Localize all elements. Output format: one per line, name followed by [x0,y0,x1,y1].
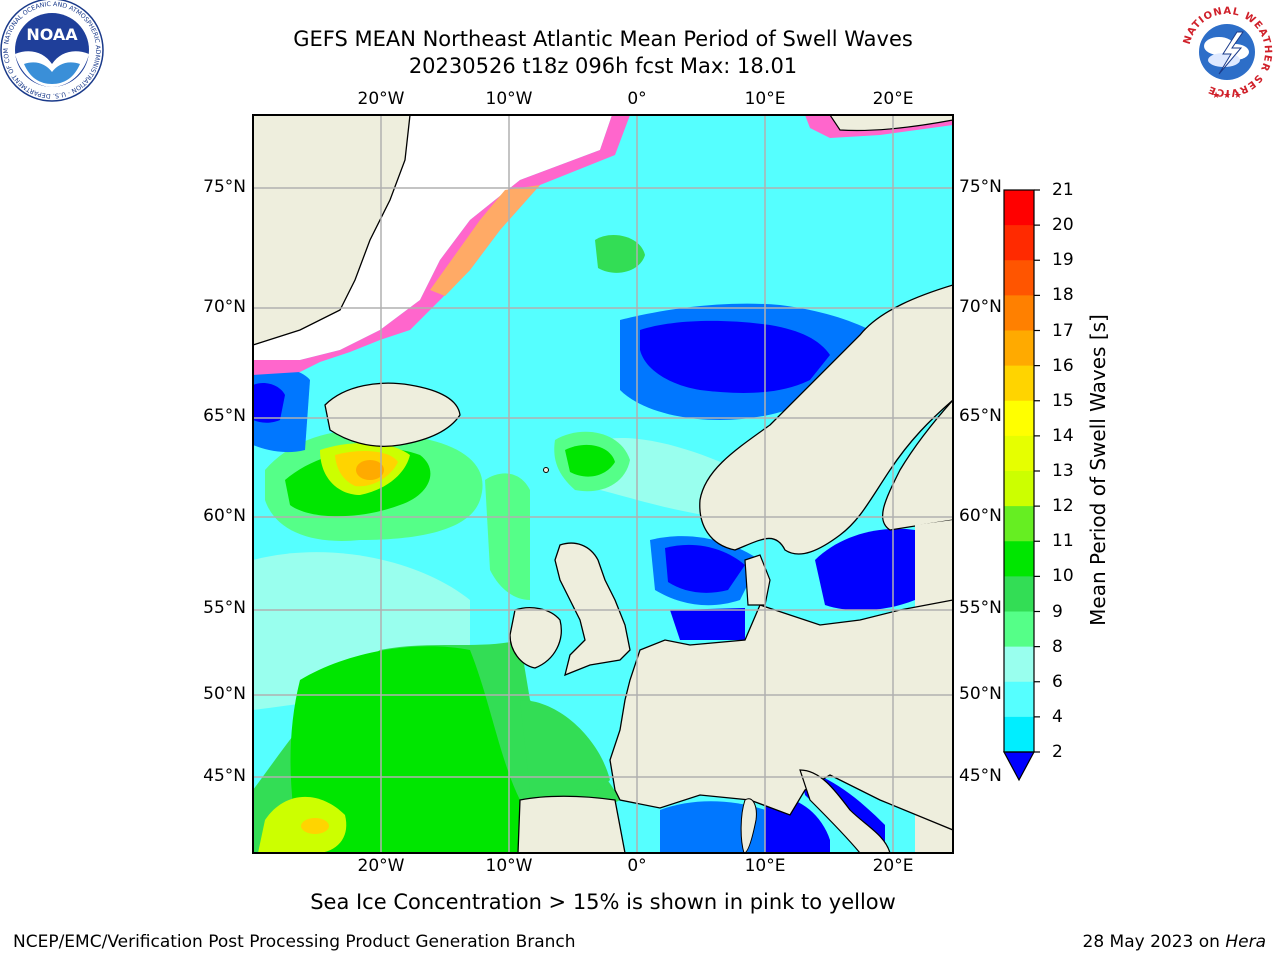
map-frame [252,114,954,854]
lat-label-right: 70°N [959,297,1002,317]
nws-logo: NATIONAL WEATHER SERVICE ★ ★ ★ [1179,4,1275,101]
chart-subtitle: 20230526 t18z 096h fcst Max: 18.01 [408,54,798,78]
noaa-logo-text: NOAA [26,25,78,44]
colorbar-segment [1004,646,1034,683]
colorbar-segment [1004,541,1034,577]
colorbar-segment [1004,365,1034,402]
lat-label-right: 55°N [959,598,1002,618]
colorbar-segment [1004,190,1034,226]
lon-label-top: 20°E [872,89,914,109]
land-finland [881,399,953,531]
lat-label-left: 75°N [203,177,246,197]
colorbar-tick-label: 19 [1052,250,1074,271]
sea-ice-edge [253,115,630,375]
colorbar-tick-label: 10 [1052,566,1074,587]
colorbar-tick-label: 4 [1052,706,1063,727]
colorbar [1002,189,1040,782]
colorbar-under-arrow [1002,751,1036,782]
lat-label-left: 50°N [203,684,246,704]
colorbar-segment [1004,260,1034,296]
colorbar-segment [1004,330,1034,367]
land-italy [799,769,891,853]
colorbar-segment [1004,471,1034,507]
noaa-logo: NATIONAL OCEANIC AND ATMOSPHERIC ADMINIS… [0,0,104,102]
colorbar-tick-label: 14 [1052,425,1074,446]
colorbar-tick-label: 12 [1052,496,1074,517]
colorbar-segment [1004,435,1034,472]
colorbar-tick-label: 13 [1052,461,1074,481]
colorbar-segment [1004,506,1034,542]
colorbar-label: Mean Period of Swell Waves [s] [1086,314,1110,626]
lat-label-right: 45°N [959,766,1002,786]
colorbar-tick-label: 8 [1052,636,1063,657]
land-ireland [509,607,562,669]
colorbar-tick-label: 9 [1052,601,1063,622]
land-great-britain [554,542,631,677]
colorbar-tick-label: 11 [1052,531,1074,552]
lat-label-right: 50°N [959,684,1002,704]
lat-label-left: 55°N [203,598,246,618]
lon-label-top: 0° [627,89,647,109]
lon-label-bottom: 20°W [357,856,405,876]
colorbar-segment [1004,576,1034,612]
colorbar-tick-label: 21 [1052,180,1074,200]
colorbar-tick-label: 2 [1052,742,1063,762]
colorbar-tick-label: 16 [1052,355,1074,376]
chart-title: GEFS MEAN Northeast Atlantic Mean Period… [293,27,913,51]
land-europe [609,599,953,831]
lon-label-top: 10°W [485,89,533,109]
footer-date: 28 May 2023 on Hera [1083,932,1267,952]
footer-machine: Hera [1225,932,1266,952]
lat-label-left: 65°N [203,406,246,426]
lon-label-bottom: 0° [627,856,647,876]
lon-label-bottom: 10°E [744,856,786,876]
footer-date-text: 28 May 2023 on [1082,932,1226,952]
lon-label-top: 20°W [357,89,405,109]
colorbar-segment [1004,611,1034,648]
colorbar-tick-label: 20 [1052,215,1074,236]
colorbar-tick-label: 6 [1052,671,1063,692]
colorbar-segment [1004,295,1034,331]
colorbar-tick-label: 15 [1052,390,1074,411]
land-iceland [324,382,461,447]
sea-ice-note: Sea Ice Concentration > 15% is shown in … [310,890,896,914]
colorbar-segment [1004,716,1034,753]
lat-label-left: 60°N [203,506,246,526]
land-iberia [517,795,626,853]
colorbar-tick-label: 18 [1052,285,1074,306]
land-greenland [253,115,411,346]
lat-label-right: 75°N [959,177,1002,197]
land-scandinavia [699,284,953,555]
lat-label-right: 60°N [959,506,1002,526]
svg-text:★ ★ ★: ★ ★ ★ [1212,91,1242,101]
lon-label-bottom: 10°W [485,856,533,876]
colorbar-segment [1004,681,1034,718]
gridlines [253,115,953,853]
lon-label-top: 10°E [744,89,786,109]
colorbar-segment [1004,400,1034,437]
lon-label-bottom: 20°E [872,856,914,876]
lat-label-left: 70°N [203,297,246,317]
colorbar-segment [1004,225,1034,261]
colorbar-tick-label: 17 [1052,320,1074,341]
footer-credit: NCEP/EMC/Verification Post Processing Pr… [13,932,576,952]
lat-label-left: 45°N [203,766,246,786]
lat-label-right: 65°N [959,406,1002,426]
